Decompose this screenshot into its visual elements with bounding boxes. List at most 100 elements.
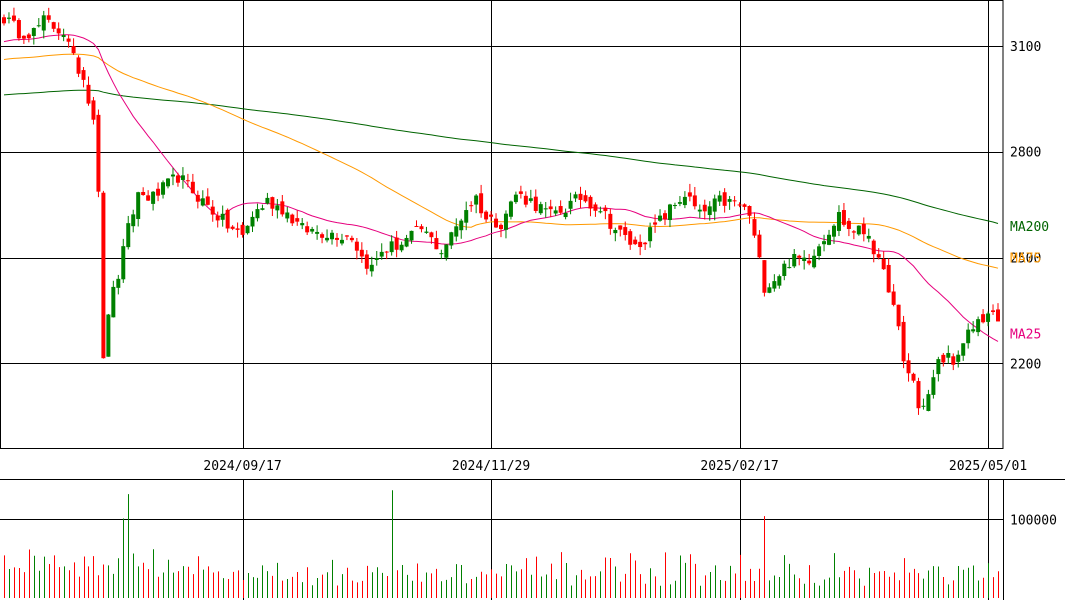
candle-body — [71, 46, 76, 54]
candle-body — [449, 232, 454, 246]
candle-body — [846, 220, 851, 229]
candle-body — [285, 212, 290, 219]
candle-body — [255, 209, 260, 219]
candle-body — [305, 226, 310, 233]
candle-body — [459, 220, 464, 231]
candle-body — [111, 286, 116, 318]
candle-body — [344, 235, 349, 237]
date-label: 2024/09/17 — [203, 459, 281, 474]
candle-body — [170, 174, 175, 177]
price-tick-label: 2200 — [1010, 357, 1041, 372]
candle-body — [653, 222, 658, 225]
candle-body — [687, 192, 692, 197]
candle-body — [454, 226, 459, 237]
candle-body — [896, 304, 901, 327]
candle-body — [946, 352, 951, 358]
candle-body — [215, 215, 220, 221]
moving-average-labels: MA200 MA75 MA25 — [1010, 220, 1049, 343]
candle-body — [523, 195, 528, 205]
candle-body — [568, 200, 573, 209]
candle-body — [76, 57, 81, 74]
candle-body — [996, 309, 1000, 322]
candle-body — [275, 205, 280, 211]
candle-body — [146, 195, 151, 201]
candle-body — [26, 34, 31, 39]
candle-body — [444, 244, 449, 258]
candle-body — [379, 251, 384, 257]
candle-body — [205, 196, 210, 205]
candle-body — [707, 206, 712, 215]
candle-body — [280, 201, 285, 215]
candle-body — [563, 213, 568, 218]
candle-body — [931, 377, 936, 395]
candle-body — [494, 218, 499, 228]
candle-body — [21, 35, 26, 39]
candle-body — [792, 254, 797, 267]
candle-body — [469, 205, 474, 207]
price-grid — [0, 0, 1004, 449]
candle-body — [295, 218, 300, 222]
candle-body — [190, 181, 195, 194]
candle-body — [941, 354, 946, 363]
candle-body — [936, 359, 941, 375]
candle-body — [667, 204, 672, 221]
candle-body — [901, 321, 906, 362]
candle-body — [101, 192, 106, 359]
candle-body — [628, 231, 633, 245]
candle-body — [136, 192, 141, 219]
candle-body — [166, 178, 171, 187]
candle-body — [866, 235, 871, 239]
candle-body — [394, 237, 399, 250]
candle-body — [916, 381, 921, 409]
candle-body — [797, 255, 802, 258]
candle-body — [702, 204, 707, 212]
candle-body — [692, 195, 697, 207]
candle-body — [161, 182, 166, 195]
candle-body — [886, 264, 891, 293]
candle-body — [648, 227, 653, 242]
ma25-line — [3, 34, 999, 342]
candle-body — [141, 191, 146, 196]
candle-body — [334, 237, 339, 240]
candle-body — [265, 197, 270, 204]
candle-body — [330, 232, 335, 240]
candle-body — [817, 246, 822, 256]
candle-body — [598, 211, 603, 213]
ma200-line — [3, 89, 999, 224]
moving-average-lines — [3, 34, 999, 342]
candle-body — [489, 214, 494, 217]
candle-body — [752, 219, 757, 236]
candle-body — [518, 191, 523, 194]
candle-body — [116, 278, 121, 288]
candle-body — [613, 229, 618, 234]
candle-body — [175, 175, 180, 183]
volume-axis-ticks: 100000 — [1010, 513, 1057, 528]
candle-body — [986, 313, 991, 322]
candle-body — [762, 260, 767, 293]
candle-body — [474, 195, 479, 205]
candle-body — [320, 234, 325, 238]
candle-body — [106, 314, 111, 357]
candle-body — [548, 206, 553, 210]
candle-body — [961, 343, 966, 356]
candle-body — [891, 291, 896, 305]
candle-body — [36, 25, 41, 27]
candle-body — [310, 228, 315, 232]
candle-body — [434, 238, 439, 250]
ma75-line — [3, 53, 999, 269]
candle-body — [658, 215, 663, 221]
candle-body — [638, 241, 643, 248]
price-tick-label: 3100 — [1010, 40, 1041, 55]
candle-body — [578, 193, 583, 200]
candle-body — [717, 195, 722, 202]
ma-label-ma25: MA25 — [1010, 327, 1041, 342]
candle-body — [722, 192, 727, 206]
candle-body — [300, 223, 305, 226]
candle-body — [503, 213, 508, 230]
candle-body — [633, 239, 638, 245]
candle-body — [732, 200, 737, 202]
candle-body — [384, 251, 389, 253]
candle-body — [210, 206, 215, 215]
candle-body — [841, 210, 846, 225]
